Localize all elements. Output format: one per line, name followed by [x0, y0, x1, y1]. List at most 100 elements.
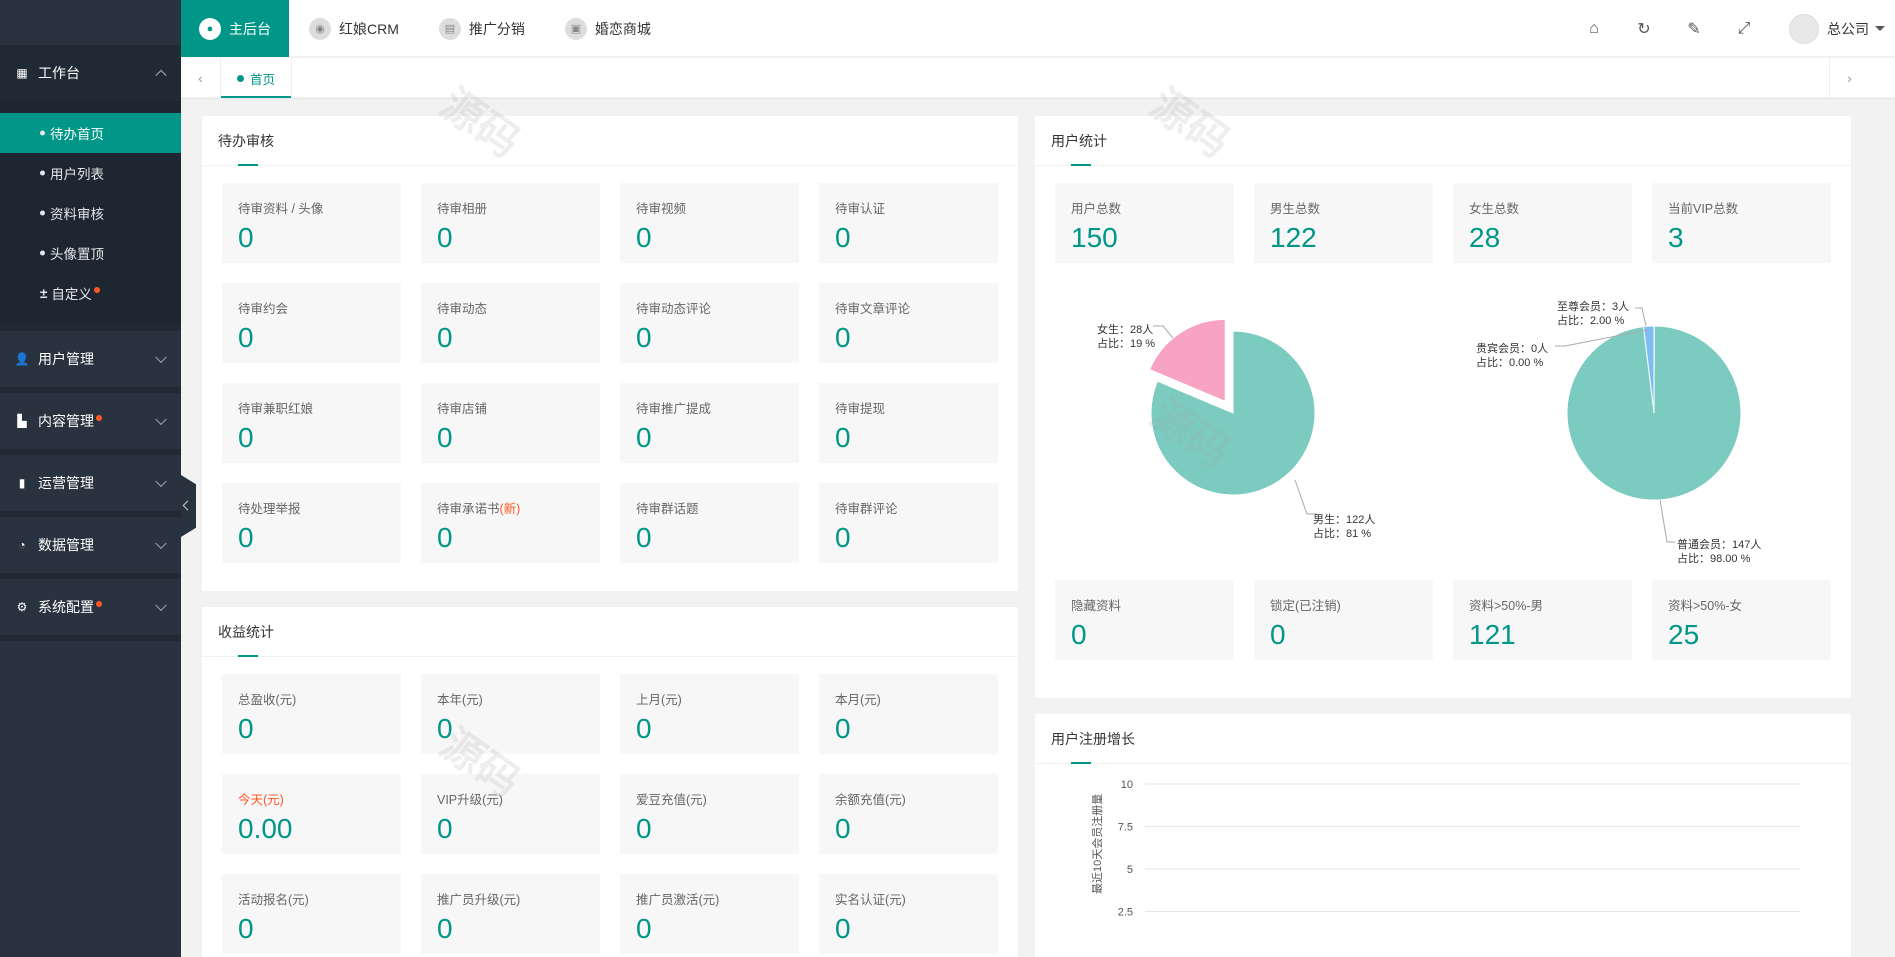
stat-tile[interactable]: 活动报名(元) 0	[222, 874, 401, 954]
fullscreen-icon[interactable]: ⤢	[1737, 19, 1751, 37]
stat-tile[interactable]: 待处理举报 0	[222, 483, 401, 563]
sidebar-group-operations[interactable]: ▮ 运营管理	[0, 455, 181, 511]
stat-tile[interactable]: 待审相册 0	[421, 183, 600, 263]
stat-label-text: 上月(元)	[636, 693, 682, 707]
stat-label-text: 待审推广提成	[636, 402, 712, 416]
stat-tile[interactable]: 待审视频 0	[620, 183, 799, 263]
stat-label-text: 待审动态评论	[636, 302, 712, 316]
stat-value: 0.00	[238, 813, 293, 844]
stat-tile[interactable]: 待审资料 / 头像 0	[222, 183, 401, 263]
card-title: 用户统计	[1035, 116, 1851, 166]
stat-tile[interactable]: 锁定(已注销) 0	[1254, 580, 1433, 660]
y-tick-label: 7.5	[1118, 822, 1133, 834]
female-slice[interactable]	[1149, 318, 1226, 403]
stat-value: 0	[636, 522, 652, 553]
tab-home[interactable]: 首页	[221, 58, 293, 98]
stat-tile[interactable]: 当前VIP总数 3	[1652, 183, 1831, 263]
normal-vip-slice[interactable]	[1566, 325, 1742, 501]
sidebar-item-profile-review[interactable]: 资料审核	[0, 193, 181, 233]
leader-line	[1659, 499, 1675, 543]
sidebar-group-content[interactable]: ▙ 内容管理	[0, 393, 181, 449]
sidebar-item-avatar-pin[interactable]: 头像置顶	[0, 233, 181, 273]
stat-label-text: 待审店铺	[437, 402, 488, 416]
stat-tile[interactable]: 待审动态 0	[421, 283, 600, 363]
stat-label-text: 余额充值(元)	[835, 793, 906, 807]
sidebar-submenu: 待办首页 用户列表 资料审核 头像置顶 ± 自定义	[0, 101, 181, 325]
male-slice[interactable]	[1150, 330, 1316, 496]
refresh-icon[interactable]: ↻	[1637, 20, 1651, 38]
tab-scroll-right-icon[interactable]: ›	[1829, 58, 1869, 98]
tab-scroll-left-icon[interactable]: ‹	[181, 58, 221, 98]
stat-tile[interactable]: 上月(元) 0	[620, 674, 799, 754]
stat-tile[interactable]: 隐藏资料 0	[1055, 580, 1234, 660]
stat-label: 本月(元)	[835, 689, 982, 707]
user-icon: 👤	[14, 352, 30, 366]
topnav-mall[interactable]: ▣ 婚恋商城	[545, 0, 671, 57]
sidebar-item-todo-home[interactable]: 待办首页	[0, 113, 181, 153]
home-icon[interactable]: ⌂	[1589, 19, 1599, 37]
stat-tile[interactable]: 本年(元) 0	[421, 674, 600, 754]
stat-tile[interactable]: 待审群话题 0	[620, 483, 799, 563]
chevron-up-icon	[155, 69, 167, 82]
stat-tile[interactable]: 女生总数 28	[1453, 183, 1632, 263]
avatar	[1789, 13, 1819, 44]
sidebar-collapse-toggle[interactable]	[181, 475, 196, 537]
stat-tile[interactable]: 男生总数 122	[1254, 183, 1433, 263]
stat-label: 待审约会	[238, 298, 385, 316]
stat-tile[interactable]: 待审约会 0	[222, 283, 401, 363]
stat-tile[interactable]: 待审动态评论 0	[620, 283, 799, 363]
stat-tile[interactable]: 用户总数 150	[1055, 183, 1234, 263]
stat-tile[interactable]: 待审兼职红娘 0	[222, 383, 401, 463]
stat-label: 待审店铺	[437, 398, 584, 416]
sidebar-group-label: 数据管理	[38, 537, 94, 553]
sidebar-group-system[interactable]: ⚙ 系统配置	[0, 579, 181, 635]
stat-tile[interactable]: 待审店铺 0	[421, 383, 600, 463]
sidebar-group-users[interactable]: 👤 用户管理	[0, 331, 181, 387]
stat-value: 0	[1071, 619, 1087, 650]
income-card: 收益统计 总盈收(元) 0 本年(元) 0 上月(元) 0 本月(元) 0 今天(元) 0.00 V…	[202, 607, 1018, 957]
stat-tile[interactable]: 待审群评论 0	[819, 483, 998, 563]
stat-label: 实名认证(元)	[835, 889, 982, 907]
stat-tile[interactable]: 本月(元) 0	[819, 674, 998, 754]
stat-label-text: 总盈收(元)	[238, 693, 297, 707]
topnav-main-admin[interactable]: ● 主后台	[181, 0, 289, 57]
stat-tile[interactable]: 待审认证 0	[819, 183, 998, 263]
stat-tile[interactable]: 待审推广提成 0	[620, 383, 799, 463]
stat-tile[interactable]: 资料>50%-女 25	[1652, 580, 1831, 660]
stat-value: 0	[238, 913, 254, 944]
stat-tile[interactable]: 推广员激活(元) 0	[620, 874, 799, 954]
stat-tile[interactable]: 爱豆充值(元) 0	[620, 774, 799, 854]
sidebar-group-workbench[interactable]: ▦ 工作台	[0, 45, 181, 101]
stat-tile[interactable]: 待审文章评论 0	[819, 283, 998, 363]
sidebar-group-data[interactable]: ◔ 数据管理	[0, 517, 181, 573]
leader-line	[1555, 329, 1648, 347]
stat-label-text: 资料>50%-女	[1668, 599, 1742, 613]
stat-label-text: 今天(元)	[238, 793, 284, 807]
stat-label: 推广员升级(元)	[437, 889, 584, 907]
stat-tile[interactable]: 推广员升级(元) 0	[421, 874, 600, 954]
stat-tile[interactable]: 待审提现 0	[819, 383, 998, 463]
stat-tile[interactable]: 总盈收(元) 0	[222, 674, 401, 754]
sidebar-logo-area	[0, 0, 181, 45]
sidebar-item-custom[interactable]: ± 自定义	[0, 273, 181, 313]
stat-label-text: 待审提现	[835, 402, 886, 416]
sidebar-group-label: 系统配置	[38, 599, 94, 615]
stat-tile[interactable]: 资料>50%-男 121	[1453, 580, 1632, 660]
stat-tile[interactable]: VIP升级(元) 0	[421, 774, 600, 854]
stat-label-text: 待审约会	[238, 302, 289, 316]
user-menu[interactable]: 总公司	[1769, 13, 1895, 44]
tab-label: 首页	[250, 72, 276, 87]
sidebar-item-user-list[interactable]: 用户列表	[0, 153, 181, 193]
pie-charts-area: 女生：28人 占比：19 % 男生：122人 占比：81 % 至尊会员：3人 占…	[1035, 280, 1851, 580]
stat-tile[interactable]: 待审承诺书(新) 0	[421, 483, 600, 563]
stat-tile[interactable]: 今天(元) 0.00	[222, 774, 401, 854]
stat-label-text: 待审文章评论	[835, 302, 911, 316]
clear-cache-icon[interactable]: ✎	[1687, 20, 1701, 38]
stat-tile[interactable]: 实名认证(元) 0	[819, 874, 998, 954]
topnav-promotion[interactable]: ▤ 推广分销	[419, 0, 545, 57]
stat-tile[interactable]: 余额充值(元) 0	[819, 774, 998, 854]
topnav-crm[interactable]: ◉ 红娘CRM	[289, 0, 419, 57]
stat-value: 0	[1270, 619, 1286, 650]
leader-line	[1635, 307, 1647, 327]
pending-stats-grid: 待审资料 / 头像 0 待审相册 0 待审视频 0 待审认证 0 待审约会 0 待审动态 0 待审动态评…	[202, 166, 1018, 580]
